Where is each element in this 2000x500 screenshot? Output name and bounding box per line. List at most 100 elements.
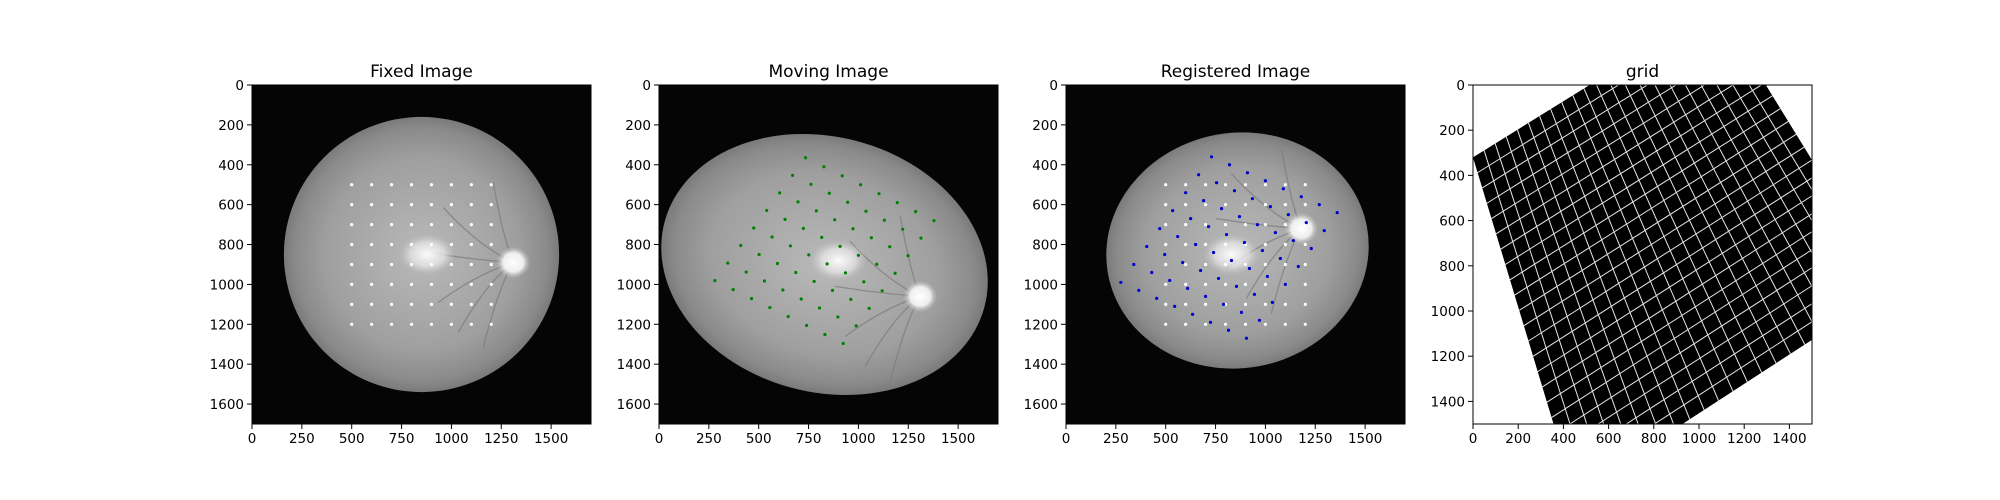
plot-area [1473,85,1812,424]
landmark-point [1224,232,1229,237]
grid-line-u [1624,85,1763,373]
landmark-point [1283,203,1287,207]
plot-area [252,85,591,424]
landmark-point [1322,228,1326,233]
x-tick-label: 1500 [534,431,568,447]
landmark-point [1223,203,1228,207]
landmark-point [409,282,414,287]
landmark-point [796,200,800,204]
landmark-point [1243,282,1248,287]
landmark-point [1243,183,1248,187]
y-tick-label: 800 [625,238,651,254]
y-tick-label: 0 [1456,78,1465,94]
landmark-point [762,279,767,283]
x-tick-label: 500 [1153,431,1179,447]
point-set-1 [350,183,493,326]
y-tick-label: 400 [1032,158,1058,174]
landmark-point [807,253,811,257]
grid-line-u [1700,85,1812,288]
landmark-point [370,262,374,267]
x-tick-label: 1000 [1248,431,1282,447]
grid-line-v [1532,177,1812,357]
landmark-point [409,302,414,306]
y-tick-label: 400 [218,158,244,174]
landmark-point [1232,189,1237,193]
landmark-point [752,226,756,230]
optic-disc [496,246,531,279]
landmark-point [713,279,717,283]
x-tick-label: 500 [746,431,772,447]
landmark-point [449,302,454,306]
landmark-point [1191,312,1195,316]
landmark-point [449,322,454,326]
landmark-point [812,279,816,284]
landmark-point [1199,268,1203,273]
landmark-point [1164,262,1168,267]
x-tick-label: 750 [1203,431,1229,447]
landmark-point [1263,262,1268,267]
landmark-point [827,191,831,195]
landmark-point [1227,163,1232,167]
landmark-point [1173,304,1177,308]
landmark-point [1223,183,1228,187]
landmark-point [389,302,394,306]
landmark-point [469,183,473,187]
axes-frame [251,84,592,425]
landmark-point [799,297,803,301]
landmark-point [877,192,881,196]
landmark-point [1184,302,1188,306]
landmark-point [1132,262,1136,267]
landmark-point [880,289,884,293]
landmark-point [739,243,743,248]
landmark-point [350,183,354,187]
landmark-point [1278,256,1282,261]
landmark-point [867,306,871,310]
landmark-point [914,210,918,214]
landmark-point [1119,280,1123,285]
landmark-point [1150,270,1154,275]
landmark-point [1335,211,1339,215]
y-tick-label: 200 [218,118,244,134]
landmark-point [449,183,454,187]
axes-frame [1065,84,1406,425]
grid-line-v [1625,303,1812,424]
landmark-point [429,222,434,227]
landmark-point [1164,302,1168,306]
landmark-point [429,203,434,207]
landmark-point [1234,284,1239,289]
panel-1: Fixed Image 0 250 500 750 1000 1250 1500 0 200 400… [210,62,592,447]
landmark-point [1184,203,1188,207]
landmark-point [1164,242,1168,247]
x-tick-label: 1000 [841,431,875,447]
x-tick-label: 400 [1551,431,1577,447]
point-set-2 [1119,155,1339,340]
landmark-point [765,208,769,213]
landmark-point [744,270,748,274]
grid-lines [1477,85,1812,424]
landmark-point [1155,296,1159,300]
landmark-point [350,322,354,326]
landmark-point [1243,262,1248,267]
landmark-point [1263,222,1268,227]
x-tick-label: 1250 [1298,431,1332,447]
landmark-point [1317,203,1321,207]
x-tick-label: 1400 [1772,431,1806,447]
landmark-point [1291,238,1295,243]
landmark-point [389,222,394,227]
landmark-point [1223,262,1228,267]
landmark-point [1223,282,1228,287]
landmark-point [906,254,910,258]
landmark-point [429,262,434,267]
landmark-point [1223,242,1228,247]
landmark-point [1283,322,1287,326]
landmark-point [1203,302,1208,306]
landmark-point [830,288,835,292]
y-tick-label: 0 [235,78,244,94]
landmark-point [1164,282,1168,287]
landmark-point [1296,264,1300,269]
landmark-point [1263,282,1268,287]
landmark-point [409,203,414,207]
x-tick-label: 1200 [1727,431,1761,447]
grid-line-u [1748,85,1812,191]
y-tick-label: 1200 [617,317,651,333]
